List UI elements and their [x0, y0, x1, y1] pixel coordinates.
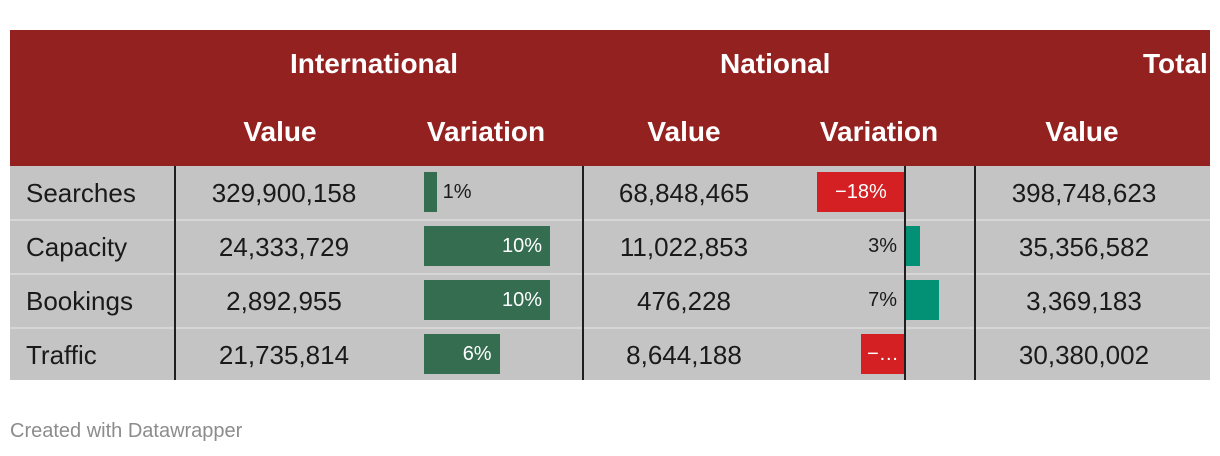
datawrapper-credit: Created with Datawrapper: [10, 420, 243, 442]
nat-variation-label: 3%: [868, 235, 897, 257]
column-divider: [974, 166, 976, 380]
nat-variation-label: −18%: [835, 181, 887, 203]
row-label: Traffic: [26, 340, 97, 370]
row-label: Capacity: [26, 232, 128, 262]
row-divider: [10, 327, 1210, 329]
group-header-international: International: [290, 48, 459, 79]
group-header-national: National: [720, 48, 831, 79]
data-table: International National Total Value Varia…: [10, 30, 1210, 380]
row-label: Searches: [26, 178, 136, 208]
column-header-nat-value: Value: [647, 116, 721, 147]
intl-variation-bar: [424, 334, 500, 374]
intl-value-cell: 21,735,814: [218, 340, 350, 370]
intl-variation-label: 6%: [462, 343, 492, 365]
column-divider: [582, 166, 584, 380]
nat-value-cell: 68,848,465: [618, 178, 750, 208]
row-divider: [10, 273, 1210, 275]
nat-variation-bar: [860, 334, 905, 374]
column-header-nat-variation: Variation: [819, 116, 939, 147]
intl-value-cell: 2,892,955: [226, 286, 342, 316]
intl-variation-label: 10%: [501, 289, 542, 311]
total-value-cell: 30,380,002: [1018, 340, 1150, 370]
table-row: Traffic 21,735,814 6% 8,644,188 −… 30,380,002: [10, 328, 1210, 380]
row-label: Bookings: [26, 286, 133, 316]
row-divider: [10, 219, 1210, 221]
column-header-intl-variation: Variation: [426, 116, 546, 147]
nat-variation-label: −…: [867, 343, 899, 365]
nat-value-cell: 476,228: [637, 286, 731, 316]
intl-variation-label: 10%: [501, 235, 542, 257]
table-body: Searches 329,900,158 1% 68,848,465 −18% 398,7…: [10, 166, 1210, 380]
total-value-cell: 3,369,183: [1026, 286, 1142, 316]
intl-value-cell: 329,900,158: [211, 178, 357, 208]
intl-variation-label: 1%: [442, 181, 472, 203]
intl-variation-bar: [424, 280, 550, 320]
column-header-intl-value: Value: [243, 116, 317, 147]
nat-variation-bar: [905, 280, 940, 320]
column-header-total-value: Value: [1045, 116, 1119, 147]
nat-variation-bar: [816, 172, 905, 212]
table-header: International National Total Value Varia…: [10, 30, 1210, 166]
nat-value-cell: 8,644,188: [626, 340, 742, 370]
table-row: Capacity 24,333,729 10% 11,022,853 3% 35,356,…: [10, 220, 1210, 274]
group-header-total: Total: [1143, 48, 1208, 79]
intl-value-cell: 24,333,729: [218, 232, 350, 262]
total-value-cell: 398,748,623: [1011, 178, 1157, 208]
column-divider: [904, 166, 906, 380]
nat-variation-bar: [905, 226, 920, 266]
column-divider: [174, 166, 176, 380]
intl-variation-bar: [424, 226, 550, 266]
nat-value-cell: 11,022,853: [619, 232, 749, 262]
table-row: Searches 329,900,158 1% 68,848,465 −18% 398,7…: [10, 166, 1210, 220]
total-value-cell: 35,356,582: [1018, 232, 1150, 262]
nat-variation-label: 7%: [868, 289, 897, 311]
table-row: Bookings 2,892,955 10% 476,228 7% 3,369,183: [10, 274, 1210, 328]
intl-variation-bar: [424, 172, 437, 212]
